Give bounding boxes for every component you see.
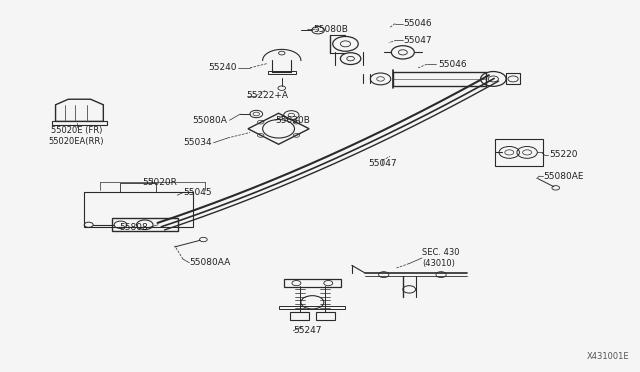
- Text: 55222+A: 55222+A: [246, 91, 289, 100]
- Bar: [316, 312, 335, 320]
- Bar: [495, 139, 543, 166]
- Text: X431001E: X431001E: [586, 352, 629, 361]
- Bar: [84, 192, 193, 227]
- Text: 55047: 55047: [368, 159, 397, 169]
- Bar: [284, 279, 341, 287]
- Bar: [52, 121, 106, 125]
- Bar: [506, 73, 520, 84]
- Text: 55240: 55240: [209, 63, 237, 72]
- Text: 55080A: 55080A: [193, 116, 228, 125]
- Text: 55030B: 55030B: [275, 116, 310, 125]
- Text: 55080AE: 55080AE: [543, 171, 584, 180]
- Text: 55020E (FR)
55020EA(RR): 55020E (FR) 55020EA(RR): [49, 126, 104, 146]
- Text: 55220: 55220: [549, 150, 578, 159]
- Text: 55020R: 55020R: [142, 178, 177, 187]
- Bar: [279, 306, 346, 309]
- Text: SEC. 430
(43010): SEC. 430 (43010): [422, 248, 460, 268]
- Text: 55046: 55046: [438, 60, 467, 69]
- Bar: [268, 71, 296, 74]
- Text: 55080AA: 55080AA: [189, 258, 230, 267]
- Text: 55047: 55047: [403, 36, 431, 45]
- Bar: [111, 218, 178, 231]
- Text: 55247: 55247: [293, 326, 322, 335]
- Text: 55080B: 55080B: [314, 25, 349, 34]
- Bar: [290, 312, 309, 320]
- Text: 55808: 55808: [119, 223, 148, 232]
- Text: 55045: 55045: [184, 188, 212, 197]
- Text: 55034: 55034: [183, 138, 212, 147]
- Bar: [394, 71, 486, 86]
- Text: 55046: 55046: [403, 19, 431, 28]
